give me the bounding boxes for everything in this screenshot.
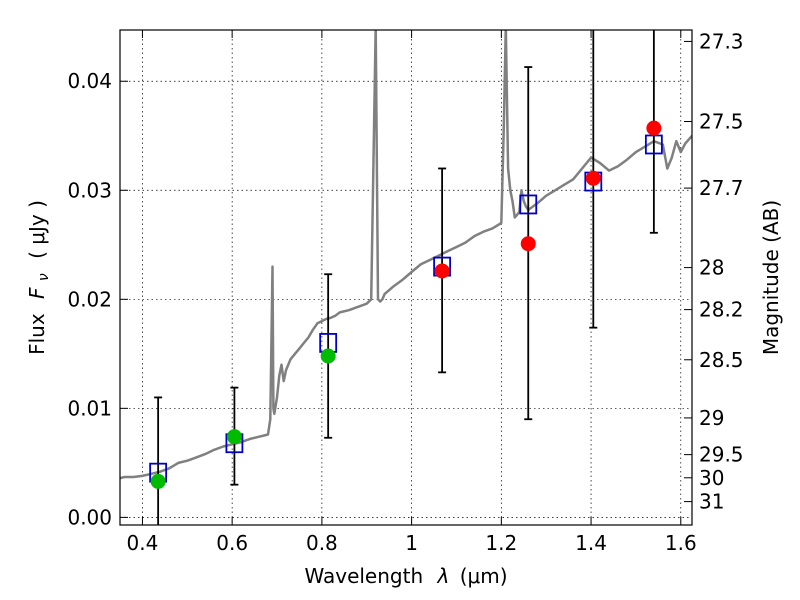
axis-ticks: 0.4 0.6 0.8 1 1.2 1.4 1.6 0.00 0.01 0.02 0.03 0.04 2… [67,29,743,555]
observed-nir-point [646,120,662,136]
x-tick-label: 1.4 [575,531,607,555]
right-tick-label: 31 [699,490,724,514]
right-tick-label: 30 [699,466,724,490]
x-tick-label: 1.6 [665,531,697,555]
model-photometry-square [519,194,538,215]
x-axis-label: Wavelength λ (μm) [304,564,507,588]
x-axis-label-symbol: λ [437,564,450,588]
observed-nir-point [585,170,601,186]
y-axis-label-subscript: ν [36,273,52,281]
x-axis-label-prefix: Wavelength [304,564,423,588]
spectrum-line [120,30,692,480]
y-tick-label: 0.02 [67,287,112,311]
x-tick-label: 1.2 [485,531,517,555]
observed-nir-point [434,263,450,279]
observed-nir-point [520,236,536,252]
y-tick-label: 0.01 [67,396,112,420]
y-tick-label: 0.00 [67,505,112,529]
axes-frame [119,29,693,526]
observed-optical-point [226,429,242,445]
observed-optical-point [320,348,336,364]
right-tick-label: 29.5 [699,443,744,467]
y-tick-label: 0.04 [67,69,112,93]
x-tick-label: 0.4 [127,531,159,555]
right-tick-label: 28 [699,256,724,280]
x-tick-label: 0.6 [216,531,248,555]
right-tick-label: 29 [699,406,724,430]
right-tick-label: 27.3 [699,29,744,53]
y-axis-label-symbol: F [25,287,49,299]
right-tick-label: 28.5 [699,348,744,372]
right-tick-label: 28.2 [699,298,744,322]
right-tick-label: 27.5 [699,110,744,134]
y-axis-label: Flux F ν ( μJy ) [25,200,53,355]
y-axis-label-prefix: Flux [25,313,49,355]
y-axis-label-unit: ( μJy ) [25,200,49,259]
plot-area [120,30,692,525]
observed-optical-point [150,473,166,489]
plot-frame [119,29,693,526]
right-tick-label: 27.7 [699,176,744,200]
grid [120,30,692,525]
x-axis-label-unit: (μm) [460,564,508,588]
right-axis-label: Magnitude (AB) [759,200,783,355]
x-tick-label: 0.8 [306,531,338,555]
y-tick-label: 0.03 [67,178,112,202]
x-tick-label: 1 [405,531,418,555]
